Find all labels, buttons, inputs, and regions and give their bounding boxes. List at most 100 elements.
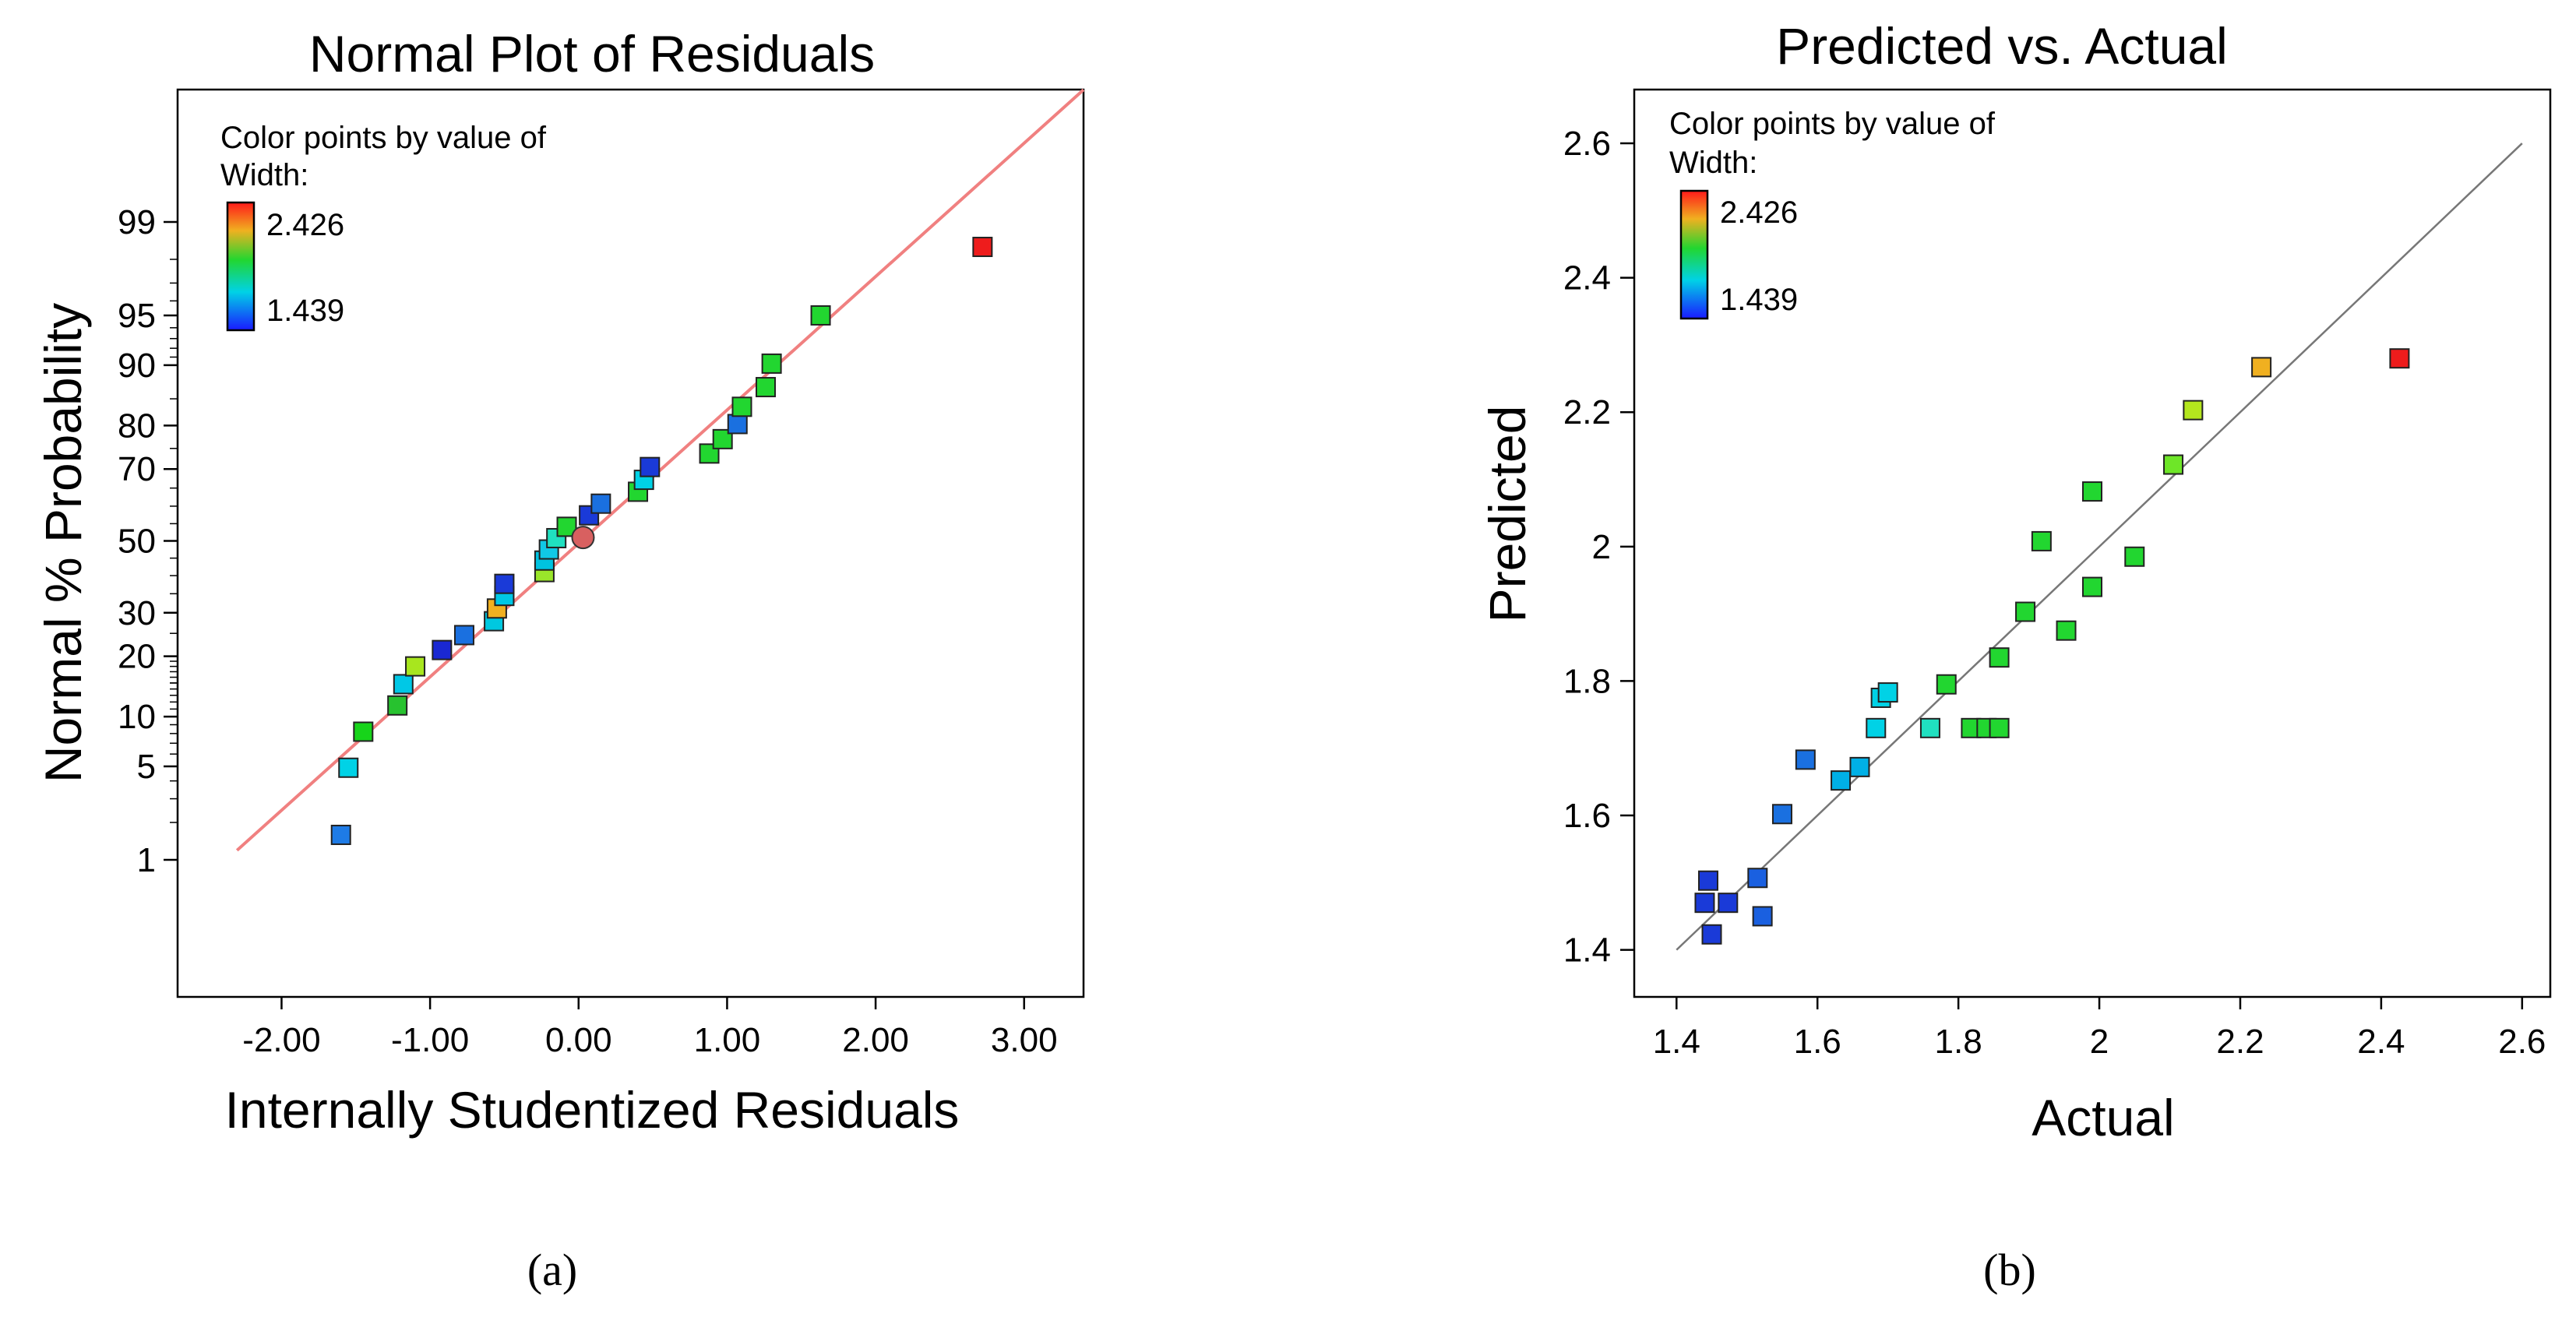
data-point bbox=[1831, 770, 1852, 791]
data-point bbox=[590, 493, 611, 514]
data-point bbox=[972, 237, 993, 258]
data-point bbox=[2082, 576, 2102, 597]
x-tick-label: 2.6 bbox=[2498, 1023, 2546, 1061]
diagonal-line bbox=[1676, 143, 2523, 951]
x-axis-label: Internally Studentized Residuals bbox=[225, 1081, 960, 1139]
x-tick-label: 1.4 bbox=[1653, 1023, 1700, 1061]
data-point bbox=[810, 305, 831, 326]
y-tick-label: 10 bbox=[118, 698, 156, 736]
data-point bbox=[727, 414, 748, 435]
data-point bbox=[393, 674, 414, 695]
y-tick-label: 80 bbox=[118, 407, 156, 445]
legend-min-label: 1.439 bbox=[1720, 283, 1798, 317]
y-tick-label: 1 bbox=[137, 841, 156, 879]
y-tick-label: 70 bbox=[118, 450, 156, 488]
legend-title: Color points by value of bbox=[1669, 107, 1996, 141]
data-point bbox=[2389, 348, 2410, 369]
axis-ticks: -2.00 -1.00 0.00 1.00 2.00 3.00 1 5 10 20 30 50 70 80… bbox=[118, 203, 1058, 1059]
data-point bbox=[1795, 749, 1816, 770]
data-point bbox=[2031, 530, 2052, 551]
data-point bbox=[1849, 756, 1870, 777]
data-point bbox=[2183, 400, 2204, 421]
legend-title-line2: Width: bbox=[1669, 146, 1757, 180]
data-point bbox=[1697, 870, 1718, 891]
data-points bbox=[1694, 348, 2410, 945]
chart-title: Normal Plot of Residuals bbox=[309, 25, 875, 83]
panel-caption-b: (b) bbox=[1983, 1245, 2036, 1295]
legend-color-bar bbox=[226, 201, 255, 332]
legend-max-label: 2.426 bbox=[266, 208, 344, 242]
x-tick-label: -1.00 bbox=[391, 1021, 469, 1059]
data-point bbox=[1866, 717, 1887, 738]
data-point bbox=[761, 353, 782, 374]
legend-max-label: 2.426 bbox=[1720, 195, 1798, 230]
data-point bbox=[1752, 906, 1773, 927]
data-point bbox=[2163, 454, 2184, 475]
data-point bbox=[494, 573, 515, 594]
y-tick-label: 2 bbox=[1592, 528, 1611, 566]
y-tick-label: 20 bbox=[118, 638, 156, 676]
data-point bbox=[640, 456, 661, 477]
data-point bbox=[556, 516, 577, 537]
x-tick-label: 1.8 bbox=[1935, 1023, 1982, 1061]
data-point bbox=[453, 625, 474, 646]
data-point bbox=[1989, 647, 2010, 668]
x-tick-label: 2.00 bbox=[842, 1021, 909, 1059]
y-axis-label: Predicted bbox=[1478, 406, 1536, 623]
data-point bbox=[405, 656, 426, 677]
reference-line bbox=[1676, 143, 2523, 951]
data-point bbox=[1989, 717, 2010, 738]
y-axis-label: Normal % Probability bbox=[34, 303, 92, 783]
y-tick-label: 99 bbox=[118, 203, 156, 241]
y-tick-label: 2.6 bbox=[1563, 125, 1611, 163]
data-point bbox=[2015, 601, 2036, 622]
data-point bbox=[1919, 717, 1940, 738]
data-point bbox=[1747, 868, 1768, 889]
y-tick-label: 95 bbox=[118, 297, 156, 335]
legend-title-line2: Width: bbox=[220, 158, 308, 192]
data-point bbox=[1771, 804, 1792, 825]
normal-plot-panel: Normal Plot of Residuals -2.00 -1.00 0.00 1… bbox=[34, 25, 1085, 1295]
fit-line bbox=[235, 88, 1085, 852]
plot-frame bbox=[176, 88, 1085, 998]
x-tick-label: 2 bbox=[2090, 1023, 2109, 1061]
plot-frame bbox=[1633, 88, 2552, 998]
x-tick-label: 1.6 bbox=[1794, 1023, 1841, 1061]
data-point bbox=[338, 757, 359, 778]
data-point bbox=[432, 639, 453, 660]
legend-title: Color points by value of bbox=[220, 121, 547, 155]
legend-color-bar bbox=[1679, 189, 1709, 320]
chart-title: Predicted vs. Actual bbox=[1776, 17, 2228, 75]
data-point bbox=[387, 695, 408, 716]
data-point bbox=[1701, 924, 1722, 945]
x-tick-label: 2.4 bbox=[2357, 1023, 2405, 1061]
data-point bbox=[571, 526, 595, 550]
x-tick-label: 3.00 bbox=[991, 1021, 1058, 1059]
data-point bbox=[330, 824, 351, 845]
legend: Color points by value of Width: 2.426 1.… bbox=[220, 121, 547, 332]
data-point bbox=[2056, 620, 2077, 641]
y-tick-label: 50 bbox=[118, 523, 156, 561]
y-tick-label: 2.2 bbox=[1563, 393, 1611, 431]
data-point bbox=[1877, 682, 1898, 703]
data-point bbox=[2124, 546, 2145, 567]
data-point bbox=[2082, 481, 2102, 502]
data-points bbox=[330, 237, 993, 845]
x-axis-label: Actual bbox=[2032, 1089, 2174, 1146]
predicted-vs-actual-panel: Predicted vs. Actual 1.4 1.6 1.8 2 2.2 2.4 2.6… bbox=[1478, 17, 2552, 1295]
data-point bbox=[1936, 674, 1957, 695]
panel-caption-a: (a) bbox=[527, 1245, 577, 1295]
data-point bbox=[731, 396, 752, 417]
x-tick-label: 2.2 bbox=[2216, 1023, 2264, 1061]
y-tick-label: 2.4 bbox=[1563, 259, 1611, 298]
y-tick-label: 5 bbox=[137, 748, 156, 786]
legend: Color points by value of Width: 2.426 1.… bbox=[1669, 107, 1996, 320]
x-tick-label: -2.00 bbox=[242, 1021, 320, 1059]
reference-line bbox=[235, 88, 1085, 852]
y-tick-label: 1.8 bbox=[1563, 662, 1611, 700]
legend-min-label: 1.439 bbox=[266, 294, 344, 328]
y-tick-label: 1.4 bbox=[1563, 931, 1611, 970]
data-point bbox=[1718, 893, 1739, 914]
axis-ticks: 1.4 1.6 1.8 2 2.2 2.4 2.6 1.4 1.6 1.8 2 2.2 2.4 2.6 bbox=[1563, 125, 2546, 1061]
